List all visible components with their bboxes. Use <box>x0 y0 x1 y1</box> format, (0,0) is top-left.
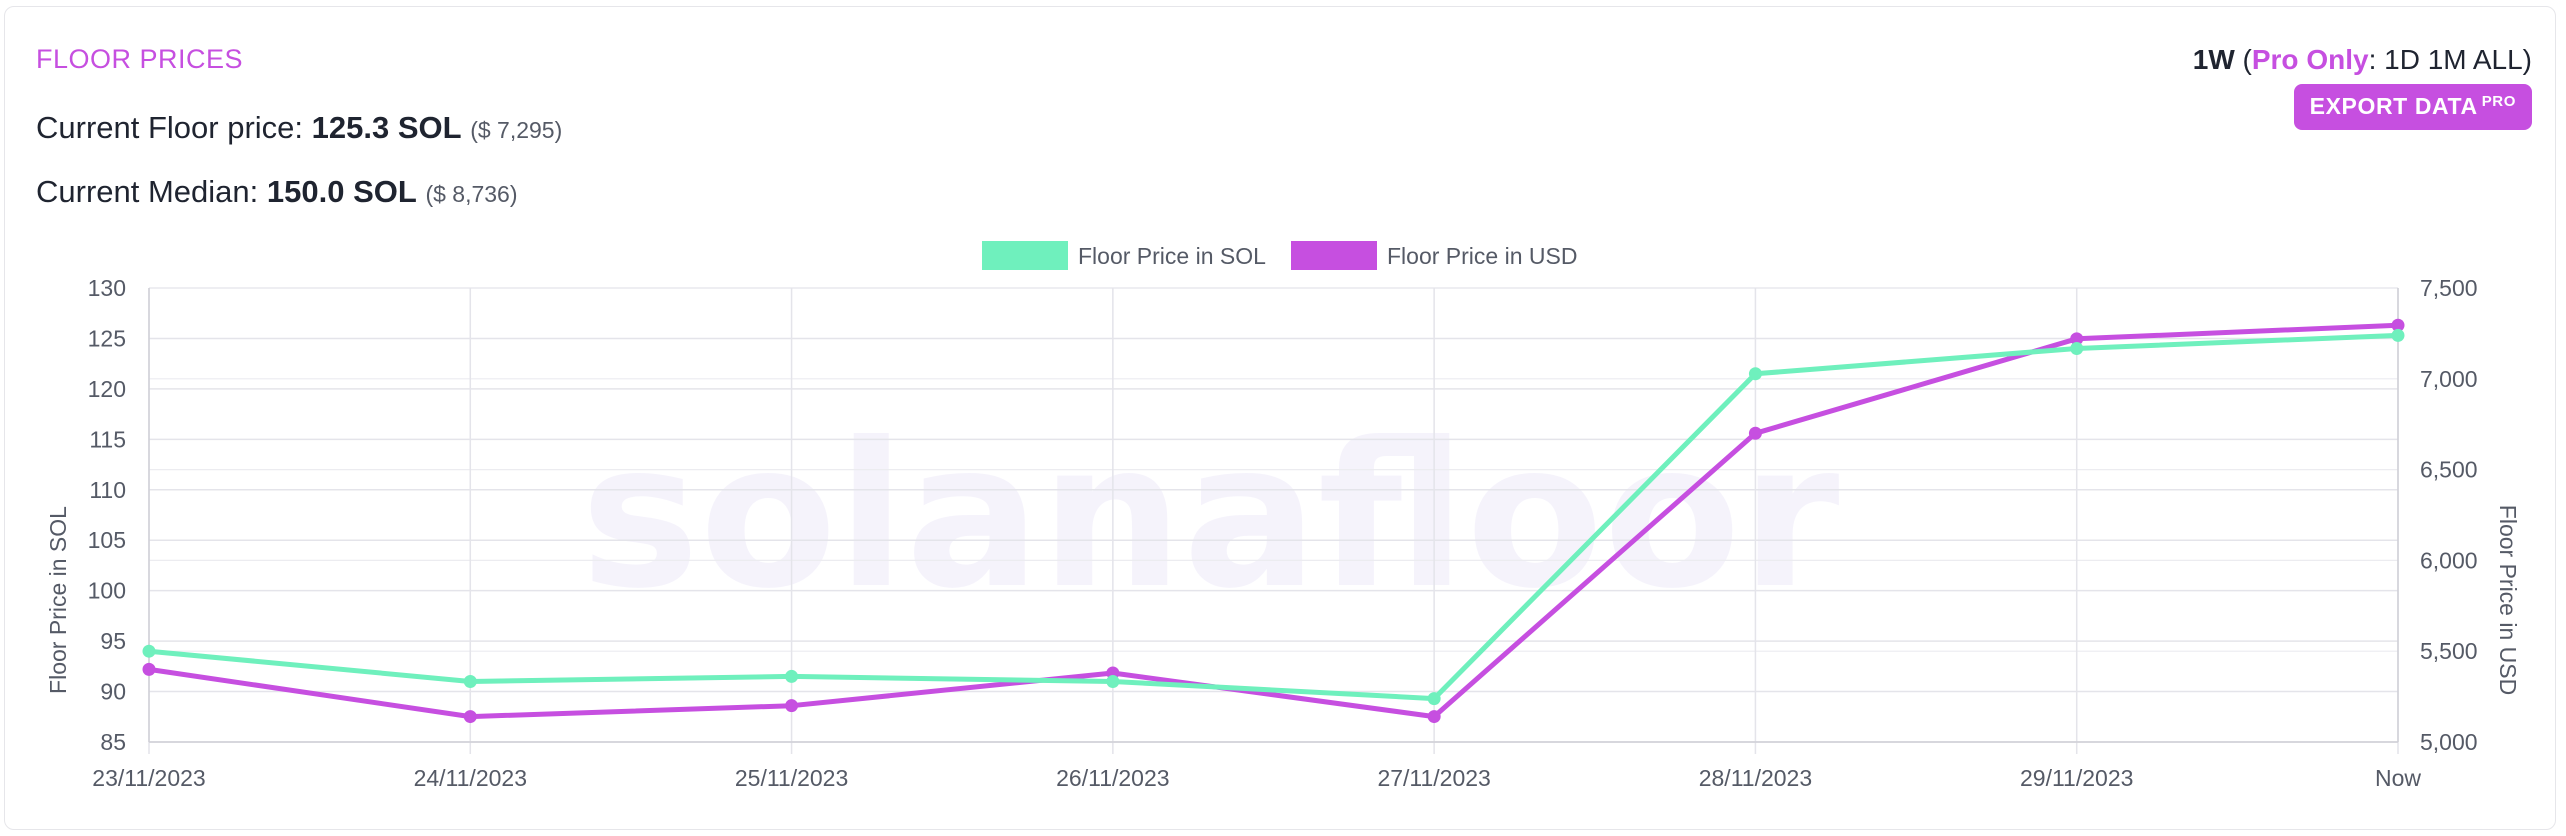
y-left-tick-label: 95 <box>100 628 126 654</box>
y-left-tick-label: 130 <box>88 275 126 301</box>
y-right-tick-label: 6,000 <box>2420 547 2478 573</box>
data-point <box>1106 674 1120 688</box>
y-left-tick-label: 90 <box>100 679 126 705</box>
data-point <box>785 669 799 683</box>
y-left-tick-label: 125 <box>88 325 126 351</box>
x-tick-label: 23/11/2023 <box>92 765 205 791</box>
data-point <box>1427 692 1441 706</box>
floor-value: 125.3 SOL <box>311 110 462 145</box>
export-data-button[interactable]: EXPORT DATA PRO <box>2293 84 2532 130</box>
x-tick-label: 24/11/2023 <box>414 765 527 791</box>
data-point <box>142 644 156 658</box>
close-paren: ) <box>2522 44 2532 75</box>
median-value: 150.0 SOL <box>266 174 417 209</box>
pro-only-label: Pro Only <box>2251 44 2369 75</box>
x-tick-label: Now <box>2375 765 2421 791</box>
y-left-tick-label: 100 <box>88 578 126 604</box>
median-usd: ($ 8,736) <box>425 181 518 207</box>
section-title: FLOOR PRICES <box>36 44 244 74</box>
y-left-tick-label: 110 <box>89 477 126 503</box>
floor-label: Current Floor price: <box>36 110 312 145</box>
colon: : <box>2368 44 2385 75</box>
data-point <box>1748 367 1762 381</box>
data-point <box>2391 328 2405 342</box>
y-right-tick-label: 6,500 <box>2420 457 2478 483</box>
range-option-all[interactable]: ALL <box>2472 44 2523 75</box>
x-tick-label: 26/11/2023 <box>1056 765 1169 791</box>
data-point <box>2070 332 2084 346</box>
x-tick-label: 27/11/2023 <box>1377 765 1490 791</box>
chart-legend: Floor Price in SOL Floor Price in USD <box>982 241 1577 270</box>
export-label: EXPORT DATA <box>2309 93 2478 119</box>
x-tick-label: 28/11/2023 <box>1699 765 1812 791</box>
pro-badge: PRO <box>2481 93 2516 110</box>
y-axis-right-title: Floor Price in USD <box>2495 505 2521 695</box>
y-left-tick-label: 105 <box>88 527 126 553</box>
solanafloor-watermark: solanafloor <box>581 400 1840 633</box>
range-option-1d[interactable]: 1D <box>2384 44 2420 75</box>
y-axis-left-title: Floor Price in SOL <box>45 506 71 694</box>
floor-usd: ($ 7,295) <box>470 117 563 143</box>
data-point <box>1427 710 1441 724</box>
y-left-tick-label: 85 <box>100 729 126 755</box>
x-tick-label: 29/11/2023 <box>2020 765 2133 791</box>
data-point <box>785 699 799 713</box>
y-right-tick-label: 5,500 <box>2420 638 2478 664</box>
range-selector: 1W (Pro Only: 1D 1M ALL) <box>2193 44 2532 76</box>
legend-swatch <box>1291 241 1377 270</box>
data-point <box>142 662 156 676</box>
y-right-tick-label: 7,500 <box>2420 275 2478 301</box>
legend-label: Floor Price in SOL <box>1078 243 1266 269</box>
current-median: Current Median: 150.0 SOL ($ 8,736) <box>36 174 518 210</box>
range-option-1w[interactable]: 1W <box>2192 44 2235 75</box>
data-point <box>2070 342 2084 356</box>
data-point <box>1748 426 1762 440</box>
chart-series <box>142 318 2405 724</box>
y-right-tick-label: 5,000 <box>2420 729 2478 755</box>
x-tick-label: 25/11/2023 <box>735 765 848 791</box>
legend-swatch <box>982 241 1068 270</box>
current-floor-price: Current Floor price: 125.3 SOL ($ 7,295) <box>36 110 562 146</box>
series-line <box>146 332 2401 702</box>
y-left-tick-label: 120 <box>88 376 126 402</box>
chart-ticks: 85 90 95 100 105 110 115 120 125 130 5,000 5,500 6,0… <box>88 275 2478 791</box>
y-left-tick-label: 115 <box>89 426 126 452</box>
legend-label: Floor Price in USD <box>1387 243 1577 269</box>
open-paren: ( <box>2234 44 2252 75</box>
y-right-tick-label: 7,000 <box>2420 366 2478 392</box>
median-label: Current Median: <box>36 174 267 209</box>
data-point <box>2391 318 2405 332</box>
data-point <box>463 674 477 688</box>
range-option-1m[interactable]: 1M <box>2427 44 2467 75</box>
data-point <box>463 710 477 724</box>
